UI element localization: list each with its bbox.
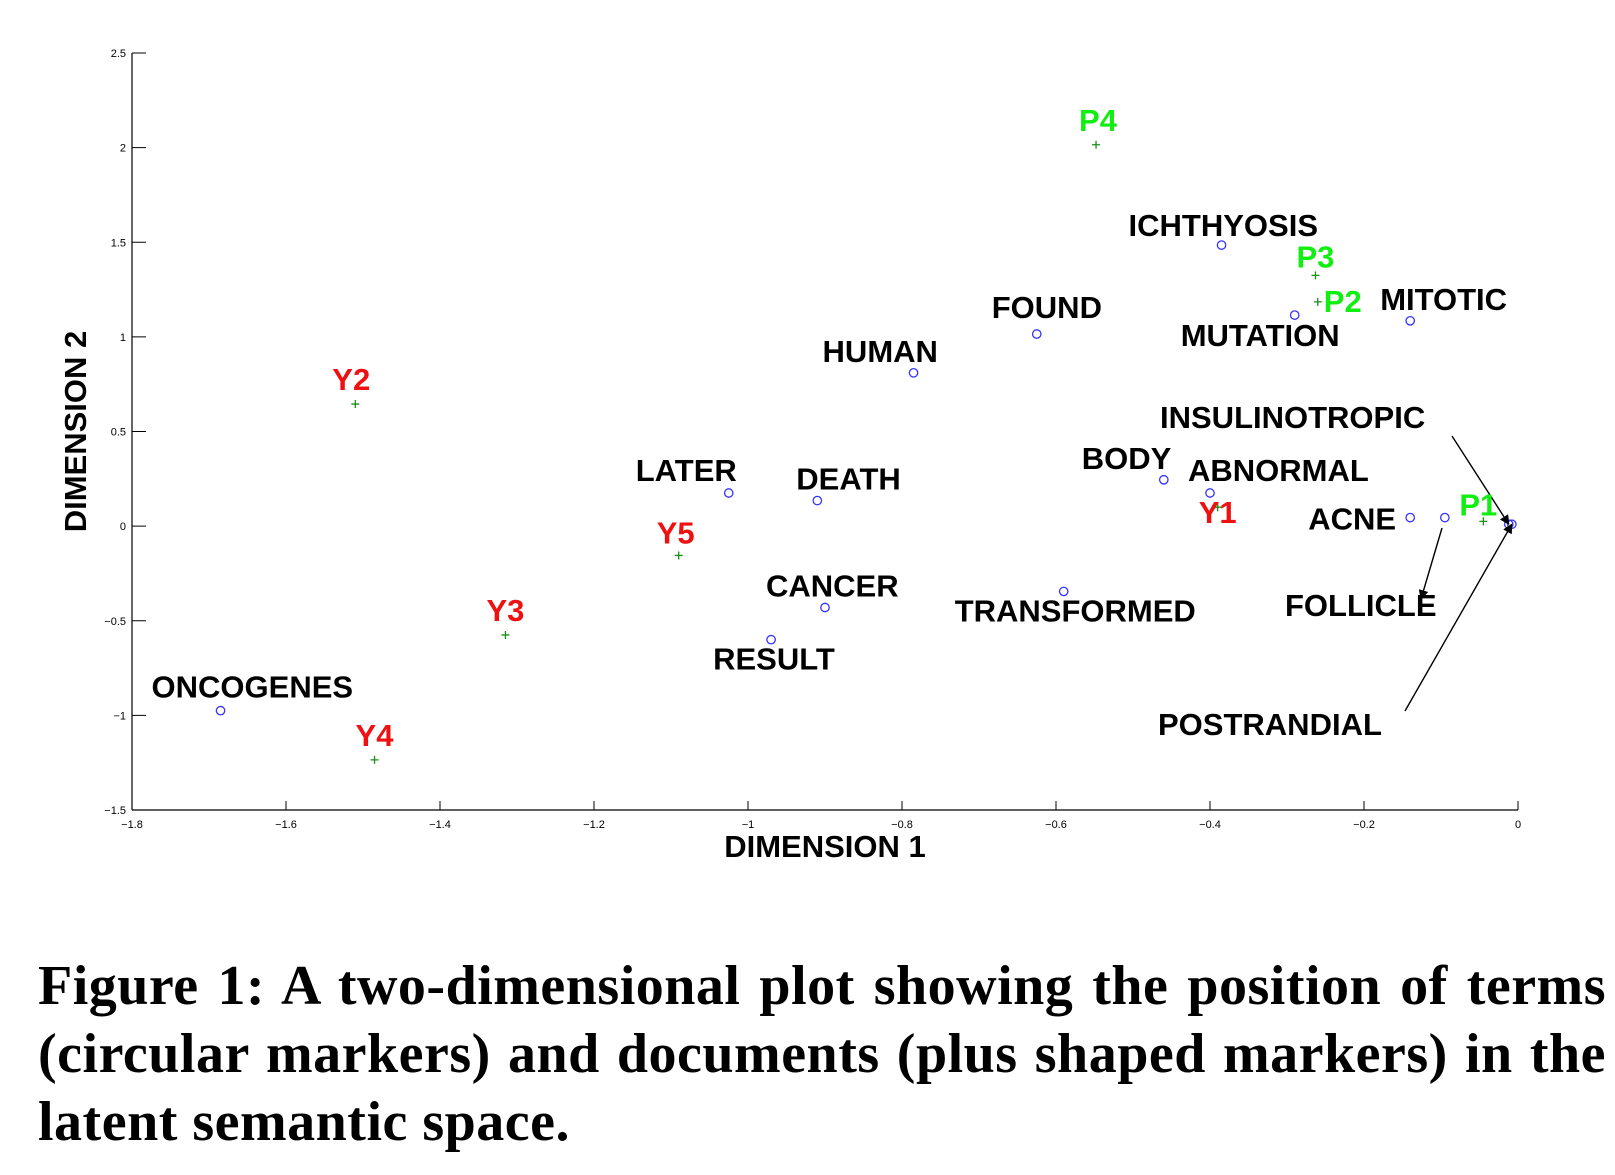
document-point [351,400,360,409]
term-point [908,367,919,378]
x-tick-label: −1 [742,819,755,831]
term-point [1440,512,1450,523]
term-point [1405,512,1416,523]
term-label: LATER [636,453,737,488]
x-tick-label: −1.4 [429,819,451,831]
term-label: TRANSFORMED [955,593,1196,628]
x-tick-label: −0.2 [1353,819,1375,831]
document-label: Y2 [332,362,370,397]
term-label: HUMAN [823,334,938,369]
term-label: BODY [1082,441,1172,476]
document-point [501,630,510,639]
document-label: P4 [1079,103,1118,138]
document-point [1311,271,1320,280]
document-label: P2 [1324,284,1362,319]
y-tick-label: 1.5 [111,237,126,249]
term-label: MUTATION [1181,318,1340,353]
x-tick-label: −0.4 [1199,819,1221,831]
term-label: FOLLICLE [1285,588,1437,623]
term-point [812,495,823,506]
term-label: MITOTIC [1380,282,1507,317]
x-tick-label: −1.6 [275,819,297,831]
annotation-arrow [1451,435,1510,526]
annotation-arrow [1418,527,1443,600]
document-point [1479,517,1488,526]
scatter-plot: −1.8 −1.6 −1.4 −1.2 −1 −0.8 −0.6 −0.4 −0.2 0 −1.5 −… [58,48,1521,864]
x-tick-label: −1.2 [583,819,605,831]
document-label: P3 [1296,239,1334,274]
document-point [370,755,379,764]
x-tick-label: −0.8 [891,819,913,831]
term-label: DEATH [796,462,900,497]
term-label: ONCOGENES [152,670,354,705]
document-label: P1 [1459,487,1497,522]
term-point [1058,586,1069,597]
document-label: Y5 [657,515,695,550]
y-tick-label: −0.5 [104,616,126,628]
term-point [1031,329,1042,339]
term-point [766,634,776,645]
document-point [674,551,683,560]
document-point [1213,503,1222,512]
term-label: CANCER [766,569,899,604]
term-label: RESULT [713,642,835,677]
term-point [215,705,226,716]
document-point [1313,297,1322,306]
x-tick-label: 0 [1515,819,1521,831]
document-label: Y3 [486,593,524,628]
y-tick-label: 2 [120,143,126,155]
term-point [820,602,830,613]
term-point [1289,310,1300,320]
y-tick-label: 0.5 [111,427,126,439]
term-label: ABNORMAL [1188,453,1369,488]
y-tick-label: 1 [120,332,126,344]
term-point [1405,315,1416,326]
term-point [1158,474,1169,485]
y-tick-label: −1.5 [104,805,126,817]
annotation-arrow [1404,523,1513,712]
term-label: FOUND [992,290,1102,325]
y-axis-label: DIMENSION 2 [58,331,93,533]
document-point [1092,140,1101,149]
x-tick-label: −0.6 [1045,819,1067,831]
term-label: ICHTHYOSIS [1129,208,1318,243]
x-tick-label: −1.8 [121,819,143,831]
y-tick-label: 2.5 [111,48,126,60]
figure-caption: Figure 1: A two-dimensional plot showing… [38,955,1606,1153]
x-axis-label: DIMENSION 1 [724,829,926,864]
document-label: Y4 [356,718,395,753]
y-tick-label: −1 [113,710,126,722]
term-label: POSTRANDIAL [1158,707,1382,742]
term-point [723,488,734,498]
document-label: Y1 [1199,495,1237,530]
y-tick-label: 0 [120,521,126,533]
term-label: ACNE [1308,502,1396,537]
term-label: INSULINOTROPIC [1160,400,1425,435]
term-point [1216,240,1227,250]
term-point [1205,488,1215,498]
